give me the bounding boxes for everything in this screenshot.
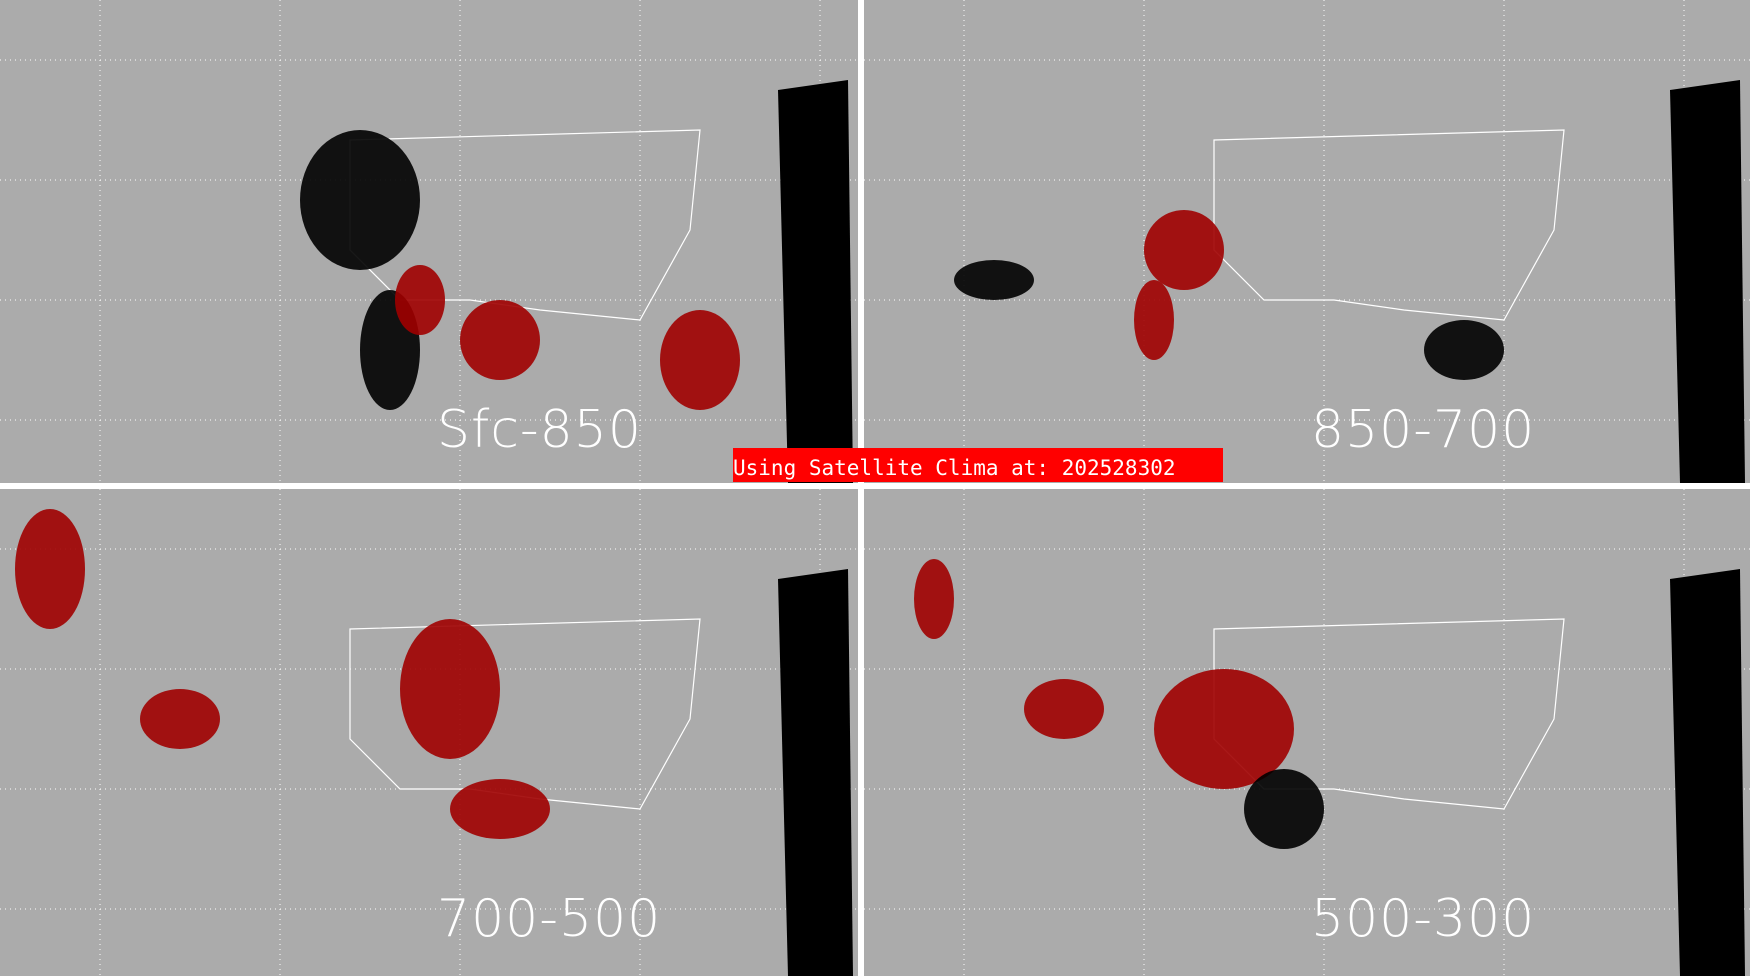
moisture-region bbox=[1154, 669, 1294, 789]
no-data-region bbox=[778, 569, 853, 976]
panel-label: 500-300 bbox=[1311, 889, 1536, 949]
panel-label: 700-500 bbox=[437, 889, 662, 949]
no-data-region bbox=[1670, 80, 1745, 483]
no-data-region bbox=[778, 80, 853, 483]
moisture-region bbox=[300, 130, 420, 270]
moisture-region bbox=[954, 260, 1034, 300]
no-data-region bbox=[1670, 569, 1745, 976]
moisture-region bbox=[15, 509, 85, 629]
moisture-region bbox=[460, 300, 540, 380]
country-borders bbox=[349, 618, 701, 810]
panel-sfc-850: Sfc-850 bbox=[0, 0, 858, 483]
moisture-region bbox=[1244, 769, 1324, 849]
panel-label: Sfc-850 bbox=[437, 400, 642, 460]
satellite-clima-banner: Using Satellite Clima at: 202528302 bbox=[733, 448, 1223, 482]
map-layer bbox=[0, 0, 858, 483]
map-layer bbox=[864, 0, 1750, 483]
panel-700-500: 700-500 bbox=[0, 489, 858, 976]
moisture-region bbox=[914, 559, 954, 639]
moisture-region bbox=[1424, 320, 1504, 380]
moisture-region bbox=[1144, 210, 1224, 290]
moisture-region bbox=[450, 779, 550, 839]
country-borders bbox=[1213, 129, 1565, 321]
moisture-region bbox=[400, 619, 500, 759]
panel-500-300: 500-300 bbox=[864, 489, 1750, 976]
moisture-region bbox=[1024, 679, 1104, 739]
moisture-region bbox=[660, 310, 740, 410]
map-layer bbox=[0, 489, 858, 976]
panel-850-700: 850-700 bbox=[864, 0, 1750, 483]
moisture-region bbox=[1134, 280, 1174, 360]
moisture-region bbox=[140, 689, 220, 749]
map-layer bbox=[864, 489, 1750, 976]
panel-label: 850-700 bbox=[1311, 400, 1536, 460]
moisture-region bbox=[395, 265, 445, 335]
banner-text: Using Satellite Clima at: 202528302 bbox=[733, 456, 1176, 480]
